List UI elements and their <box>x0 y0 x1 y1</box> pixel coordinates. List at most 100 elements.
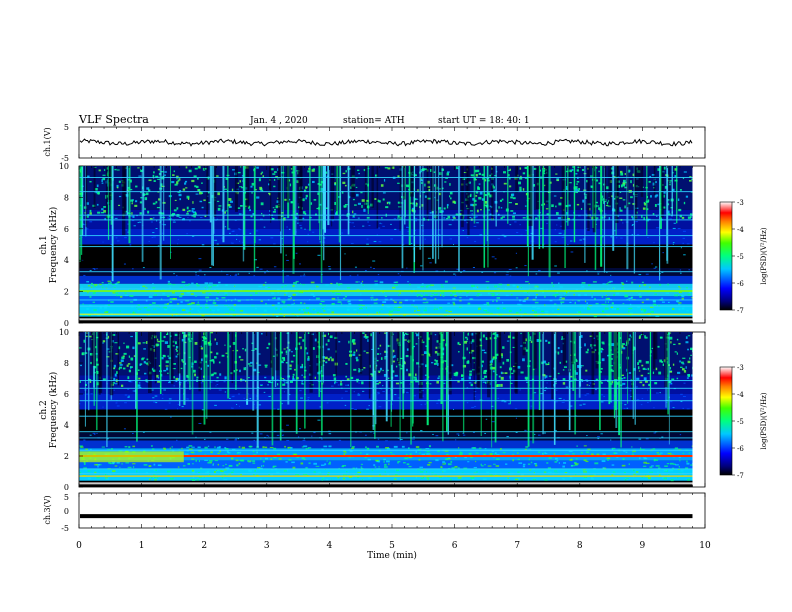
noise-pixel <box>288 228 291 230</box>
noise-pixel <box>484 179 487 182</box>
noise-pixel <box>253 454 257 456</box>
noise-pixel <box>377 370 381 372</box>
noise-pixel <box>386 306 391 308</box>
noise-pixel <box>298 308 301 311</box>
noise-pixel <box>371 469 374 471</box>
noise-pixel <box>210 332 214 334</box>
noise-pixel <box>577 166 581 169</box>
noise-pixel <box>627 171 630 173</box>
noise-pixel <box>537 215 540 217</box>
noise-pixel <box>679 214 682 218</box>
noise-pixel <box>638 336 641 339</box>
noise-pixel <box>295 280 299 283</box>
noise-pixel <box>216 383 219 385</box>
noise-pixel <box>384 357 386 360</box>
noise-pixel <box>641 310 646 313</box>
noise-pixel <box>557 372 560 375</box>
noise-pixel <box>282 217 286 221</box>
noise-pixel <box>286 439 290 441</box>
noise-pixel <box>384 350 387 353</box>
noise-pixel <box>591 295 593 298</box>
noise-pixel <box>562 398 566 400</box>
noise-pixel <box>137 167 140 169</box>
noise-pixel <box>417 189 419 193</box>
sferic-streak <box>159 166 162 280</box>
noise-pixel <box>247 363 251 365</box>
noise-pixel <box>643 461 647 464</box>
noise-pixel <box>682 452 684 455</box>
noise-pixel <box>362 225 365 227</box>
noise-pixel <box>364 434 367 436</box>
noise-pixel <box>185 299 190 302</box>
noise-pixel <box>423 217 425 221</box>
noise-pixel <box>565 291 568 294</box>
noise-pixel <box>130 301 134 303</box>
noise-pixel <box>255 292 258 295</box>
noise-pixel <box>202 339 204 342</box>
noise-pixel <box>230 471 234 474</box>
noise-pixel <box>683 370 687 373</box>
noise-pixel <box>593 344 597 347</box>
noise-pixel <box>496 334 499 337</box>
noise-pixel <box>430 284 435 286</box>
noise-pixel <box>393 301 397 304</box>
noise-pixel <box>331 303 334 306</box>
noise-pixel <box>288 295 292 298</box>
dark-gap <box>246 332 248 399</box>
ch1-colorbar-label: log(PSD)(V²/Hz) <box>760 227 768 284</box>
noise-pixel <box>113 364 116 368</box>
noise-pixel <box>128 369 132 373</box>
x-tick-label: 7 <box>514 541 520 551</box>
sferic-streak <box>422 166 424 271</box>
noise-pixel <box>424 378 427 380</box>
noise-pixel <box>482 478 487 481</box>
noise-pixel <box>392 286 396 289</box>
noise-pixel <box>198 258 202 260</box>
noise-pixel <box>296 180 298 183</box>
noise-pixel <box>237 273 240 275</box>
noise-pixel <box>376 311 378 314</box>
dark-gap <box>561 166 565 230</box>
noise-pixel <box>92 432 96 434</box>
noise-pixel <box>222 465 225 467</box>
noise-pixel <box>602 198 605 201</box>
noise-pixel <box>268 214 271 216</box>
noise-pixel <box>541 203 543 206</box>
noise-pixel <box>187 217 189 219</box>
noise-pixel <box>337 284 340 286</box>
noise-pixel <box>520 474 524 476</box>
noise-pixel <box>532 306 536 309</box>
noise-pixel <box>481 349 485 351</box>
noise-pixel <box>319 241 322 243</box>
noise-pixel <box>425 471 428 473</box>
noise-pixel <box>447 302 450 304</box>
noise-pixel <box>455 371 459 375</box>
noise-pixel <box>186 206 189 210</box>
noise-pixel <box>378 241 382 243</box>
noise-pixel <box>328 266 331 268</box>
noise-pixel <box>167 345 170 348</box>
noise-pixel <box>93 365 97 369</box>
noise-pixel <box>602 349 604 351</box>
noise-pixel <box>628 372 632 374</box>
noise-pixel <box>674 175 677 178</box>
noise-pixel <box>116 461 120 464</box>
noise-pixel <box>451 467 455 469</box>
noise-pixel <box>662 192 666 194</box>
noise-pixel <box>676 377 679 380</box>
noise-pixel <box>311 169 315 172</box>
noise-pixel <box>290 201 293 204</box>
noise-pixel <box>403 339 407 341</box>
noise-pixel <box>166 303 169 306</box>
noise-pixel <box>317 419 321 421</box>
noise-pixel <box>96 268 98 270</box>
noise-pixel <box>220 470 224 473</box>
noise-pixel <box>563 292 566 294</box>
noise-pixel <box>324 356 328 360</box>
noise-pixel <box>484 200 488 204</box>
noise-pixel <box>450 197 452 200</box>
noise-pixel <box>525 349 529 352</box>
noise-pixel <box>289 183 292 187</box>
noise-pixel <box>355 356 358 360</box>
noise-pixel <box>623 377 626 379</box>
